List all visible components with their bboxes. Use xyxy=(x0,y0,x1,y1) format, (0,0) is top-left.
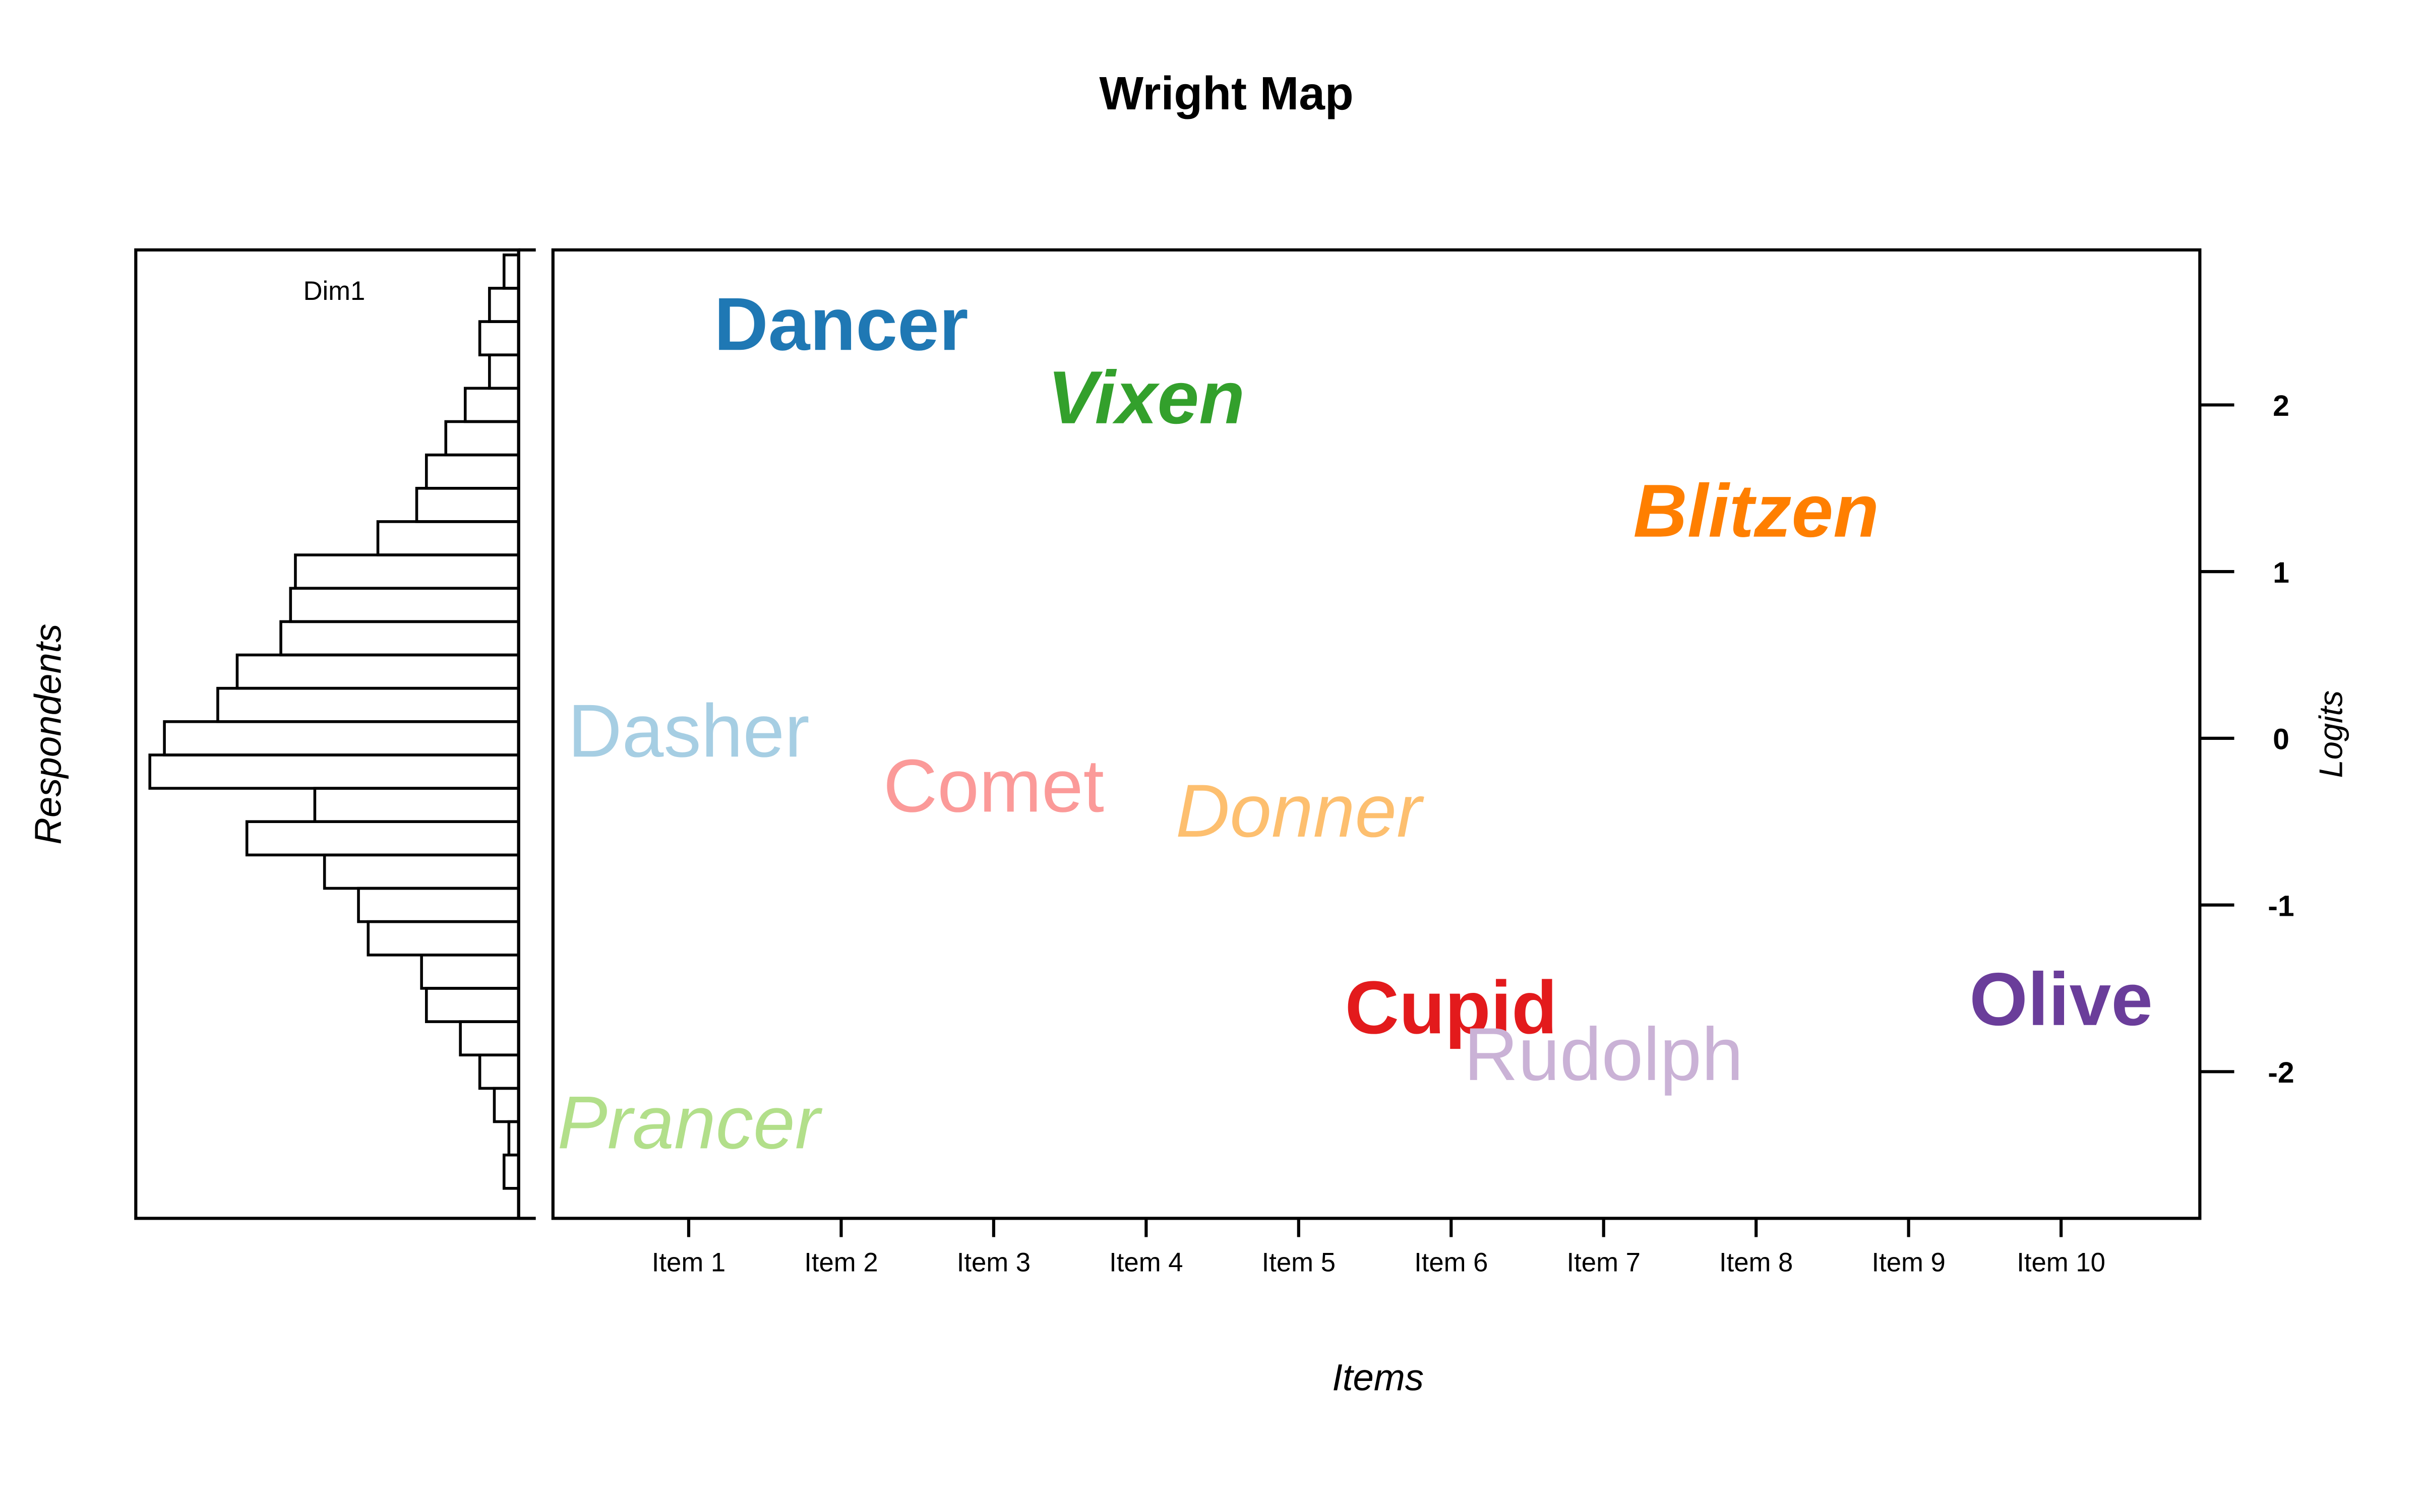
histogram-bar xyxy=(444,420,520,457)
x-tick-label: Item 10 xyxy=(2017,1248,2105,1278)
item-label-prancer: Prancer xyxy=(558,1080,823,1164)
item-label-blitzen: Blitzen xyxy=(1633,469,1879,553)
item-label-rudolph: Rudolph xyxy=(1464,1012,1743,1096)
histogram-bar xyxy=(493,1087,520,1123)
respondents-panel-frame xyxy=(134,248,520,1220)
histogram-bar xyxy=(415,487,520,523)
histogram-bar xyxy=(478,1053,520,1090)
x-tick-label: Item 4 xyxy=(1109,1248,1183,1278)
histogram-bars xyxy=(148,253,520,1190)
logit-tick-label: -2 xyxy=(2268,1056,2294,1089)
x-tick-label: Item 1 xyxy=(652,1248,725,1278)
item-label-vixen: Vixen xyxy=(1048,355,1245,439)
item-label-olive: Olive xyxy=(1969,957,2153,1041)
histogram-bar xyxy=(502,253,520,290)
chart-title: Wright Map xyxy=(1099,67,1353,119)
histogram-bar xyxy=(376,520,520,556)
items-panel: Dasher Dancer Prancer Vixen Comet Cupid Donner… xyxy=(551,248,2349,1398)
logit-tick-label: -1 xyxy=(2268,890,2294,922)
histogram-bar xyxy=(216,686,520,723)
x-tick-label: Item 7 xyxy=(1567,1248,1641,1278)
histogram-bar xyxy=(294,553,520,590)
item-label-comet: Comet xyxy=(883,743,1104,828)
x-tick-label: Item 2 xyxy=(804,1248,878,1278)
item-label-dasher: Dasher xyxy=(568,688,810,773)
x-axis-label: Items xyxy=(1332,1356,1424,1398)
respondents-axis-label: Respondents xyxy=(27,623,69,844)
x-axis: Item 1 Item 2 Item 3 Item 4 Item 5 Item 6 Item… xyxy=(652,1218,2105,1278)
histogram-bar xyxy=(163,720,520,757)
histogram-bar xyxy=(279,620,520,657)
x-tick-label: Item 8 xyxy=(1719,1248,1793,1278)
item-label-donner: Donner xyxy=(1176,769,1424,853)
histogram-bar xyxy=(502,1153,520,1190)
histogram-bar xyxy=(459,1020,520,1057)
histogram-bar xyxy=(425,987,520,1023)
dimension-label: Dim1 xyxy=(303,276,365,306)
histogram-axis-ticks xyxy=(517,248,536,1220)
logit-tick-label: 2 xyxy=(2273,390,2289,422)
respondents-panel: Dim1 Respondents xyxy=(27,248,536,1220)
histogram-bar xyxy=(245,820,520,857)
histogram-bar xyxy=(488,287,520,323)
x-tick-label: Item 5 xyxy=(1262,1248,1336,1278)
histogram-bar xyxy=(148,753,520,790)
logit-axis: 2 1 0 -1 -2 xyxy=(2200,390,2294,1089)
histogram-bar xyxy=(235,653,520,690)
logit-tick-label: 1 xyxy=(2273,556,2289,589)
x-tick-label: Item 6 xyxy=(1414,1248,1488,1278)
histogram-bar xyxy=(420,954,520,990)
x-tick-label: Item 3 xyxy=(957,1248,1031,1278)
item-label-dancer: Dancer xyxy=(714,282,968,366)
histogram-bar xyxy=(425,453,520,490)
histogram-bar xyxy=(488,353,520,390)
histogram-bar xyxy=(289,587,520,623)
histogram-bar xyxy=(367,920,520,957)
items-panel-frame xyxy=(551,248,2202,1220)
histogram-bar xyxy=(463,387,520,423)
item-threshold-labels: Dasher Dancer Prancer Vixen Comet Cupid Donner… xyxy=(558,282,2153,1164)
logits-axis-label: Logits xyxy=(2312,690,2349,778)
x-tick-label: Item 9 xyxy=(1871,1248,1945,1278)
histogram-bar xyxy=(323,853,520,890)
histogram-bar xyxy=(478,320,520,357)
histogram-bar xyxy=(313,787,520,824)
histogram-bar xyxy=(357,887,520,923)
item-label-cupid: Cupid xyxy=(1345,965,1557,1049)
logit-tick-label: 0 xyxy=(2273,723,2289,756)
